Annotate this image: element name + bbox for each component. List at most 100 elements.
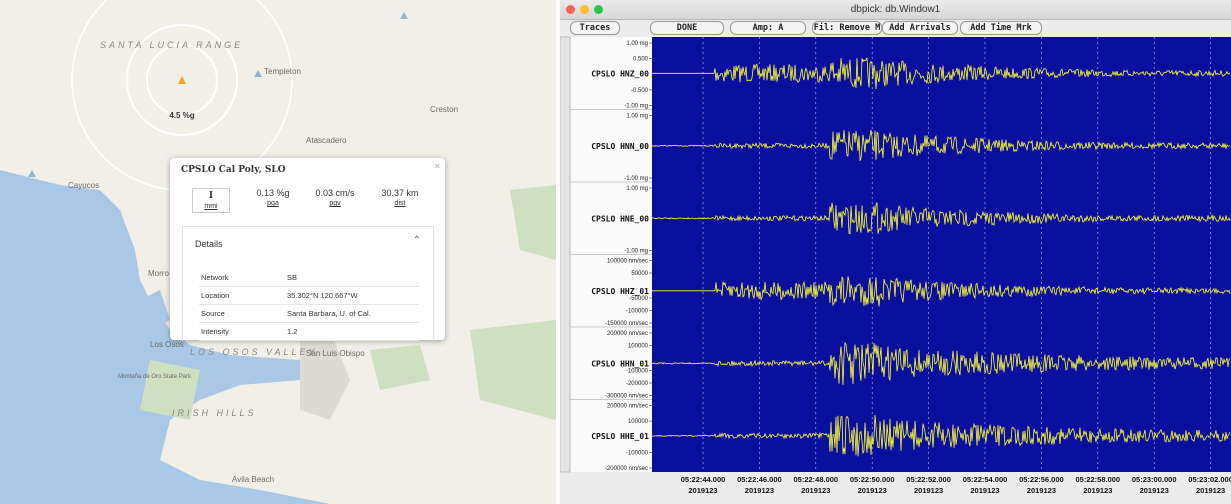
trace-name: CPSLO HHE_01: [591, 432, 649, 441]
toolbar-button[interactable]: Fil: Remove M: [812, 21, 882, 35]
metric-value: I: [193, 191, 229, 201]
day-label: 2019123: [1140, 486, 1169, 495]
max-dot[interactable]: [594, 5, 603, 14]
station[interactable]: [28, 170, 36, 177]
trace-name: CPSLO HNN_00: [591, 142, 649, 151]
day-label: 2019123: [688, 486, 717, 495]
trace-name: CPSLO HHZ_01: [591, 287, 649, 296]
map-label: Avila Beach: [232, 475, 274, 484]
map-label: Templeton: [264, 67, 301, 76]
trace-name: CPSLO HNE_00: [591, 214, 649, 223]
metric-unit: dist: [375, 200, 425, 207]
map-label: San Luis Obispo: [306, 349, 365, 358]
metric-unit: pgv: [310, 200, 360, 207]
amp-label: 200000 nm/sec: [607, 404, 648, 410]
amp-label: 100000: [628, 419, 649, 425]
day-label: 2019123: [801, 486, 830, 495]
amp-label: -1.00 mg: [624, 249, 648, 255]
amp-label: 100000 nm/sec: [607, 259, 648, 265]
station[interactable]: [254, 70, 262, 77]
day-label: 2019123: [858, 486, 887, 495]
map-label: Cayucos: [68, 181, 99, 190]
amp-label: -300000 nm/sec: [605, 394, 648, 400]
time-label: 05:23:00.000: [1132, 475, 1177, 484]
map-label: 4.5 %g: [169, 111, 194, 120]
detail-value: Santa Barbara, U. of Cal.: [287, 309, 371, 318]
trace-name: CPSLO HHN_01: [591, 359, 649, 368]
detail-value: 1.2: [287, 327, 297, 336]
metric-value: 0.13 %g: [248, 188, 298, 198]
time-label: 05:22:48.000: [793, 475, 838, 484]
amp-label: 100000: [628, 344, 649, 350]
detail-key: Location: [201, 291, 229, 300]
metric-value: 30.37 km: [375, 188, 425, 198]
window-title: dbpick: db.Window1: [851, 4, 941, 15]
amp-label: -1.00 mg: [624, 176, 648, 182]
detail-key: Source: [201, 309, 225, 318]
amp-label: 1.00 mg: [626, 41, 648, 47]
detail-value: SB: [287, 273, 297, 282]
amp-label: 0.500: [633, 57, 649, 63]
toolbar-button[interactable]: Amp: A: [730, 21, 806, 35]
amp-label: -0.500: [631, 88, 649, 94]
screen: {"map": { "labels": ["SANTA LUCIA RANGE"…: [0, 0, 1231, 504]
metric: 0.03 cm/s pgv: [310, 188, 360, 207]
min-dot[interactable]: [580, 5, 589, 14]
collapse-toggle[interactable]: ⌃: [413, 235, 421, 246]
metric: 30.37 km dist: [375, 188, 425, 207]
amp-label: -200000 nm/sec: [605, 466, 648, 472]
station[interactable]: [400, 12, 408, 19]
day-label: 2019123: [1196, 486, 1225, 495]
day-label: 2019123: [745, 486, 774, 495]
toolbar-button[interactable]: Add Time Mrk: [960, 21, 1042, 35]
toolbar-button[interactable]: DONE: [650, 21, 724, 35]
map-label: Los Osos: [150, 340, 184, 349]
day-label: 2019123: [970, 486, 999, 495]
amp-label: 200000 nm/sec: [607, 331, 648, 337]
amp-label: -50000: [629, 296, 648, 302]
metric-unit: pga: [248, 200, 298, 207]
amp-label: -200000: [626, 381, 649, 387]
map-label: IRISH HILLS: [172, 408, 257, 418]
day-label: 2019123: [1083, 486, 1112, 495]
detail-key: Intensity: [201, 327, 229, 336]
map-label: Creston: [430, 105, 458, 114]
detail-row: Source Santa Barbara, U. of Cal.: [199, 305, 419, 323]
amp-label: -100000: [626, 369, 649, 375]
epicenter: [178, 76, 186, 84]
detail-row: Intensity 1.2: [199, 323, 419, 341]
time-label: 05:22:58.000: [1075, 475, 1120, 484]
amp-label: 1.00 mg: [626, 186, 648, 192]
metric-unit: mmi: [193, 203, 229, 210]
amp-label: 50000: [631, 271, 648, 277]
time-label: 05:22:56.000: [1019, 475, 1064, 484]
amp-label: -100000: [626, 450, 649, 456]
close-button[interactable]: ×: [435, 161, 440, 171]
popup-title: CPSLO Cal Poly, SLO: [181, 165, 286, 175]
time-label: 05:22:46.000: [737, 475, 782, 484]
town: [300, 330, 350, 420]
toolbar-button[interactable]: Add Arrivals: [882, 21, 958, 35]
scrollbar: [560, 37, 570, 472]
time-label: 05:22:54.000: [963, 475, 1008, 484]
trace-canvas: 05:22:44.000201912305:22:46.000201912305…: [560, 0, 1231, 504]
amp-label: -100000: [626, 309, 649, 315]
toolbar-button[interactable]: Traces: [570, 21, 620, 35]
map-label: LOS OSOS VALLEY: [190, 347, 318, 357]
close-dot[interactable]: [566, 5, 575, 14]
map-label: SANTA LUCIA RANGE: [100, 40, 243, 50]
metric: 0.13 %g pga: [248, 188, 298, 207]
amp-label: -1.00 mg: [624, 104, 648, 110]
trace-area: [652, 37, 1231, 472]
map-label: Montaña de Oro State Park: [118, 374, 192, 380]
time-label: 05:23:02.000: [1188, 475, 1231, 484]
amp-label: -150000 nm/sec: [605, 321, 648, 327]
detail-value: 35.302°N 120.667°W: [287, 291, 358, 300]
metric-value: 0.03 cm/s: [310, 188, 360, 198]
detail-row: Location 35.302°N 120.667°W: [199, 287, 419, 305]
detail-key: Network: [201, 273, 229, 282]
